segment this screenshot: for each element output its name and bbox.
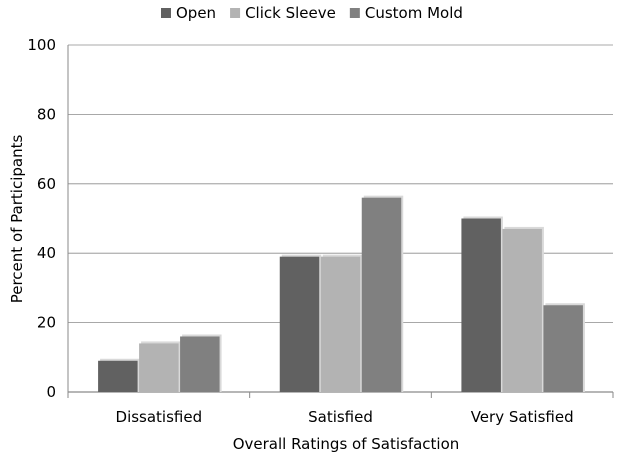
x-tick-labels: Dissatisfied Satisfied Very Satisfied [116,408,574,426]
bar [180,336,220,392]
bar [361,197,402,392]
x-axis-title: Overall Ratings of Satisfaction [233,435,460,453]
x-axis [67,392,614,398]
x-tick-label: Very Satisfied [471,408,574,426]
legend-label: Click Sleeve [245,4,336,22]
y-tick-label: 0 [46,383,56,401]
bar [98,360,138,392]
legend-label: Custom Mold [365,4,463,22]
y-tick-label: 60 [37,175,56,193]
y-tick-label: 80 [37,105,56,123]
y-tick-labels: 0 20 40 60 80 100 [27,36,56,401]
legend-swatch [230,8,241,18]
legend-swatch [161,8,171,18]
bar [502,228,542,392]
x-tick-label: Satisfied [308,408,373,426]
y-tick-label: 20 [37,314,56,332]
y-axis-title: Percent of Participants [8,135,26,304]
legend: Open Click Sleeve Custom Mold [161,4,463,22]
bar [461,218,501,392]
bar [279,256,320,392]
legend-label: Open [176,4,216,22]
x-tick-label: Dissatisfied [116,408,203,426]
y-tick-label: 100 [27,36,56,54]
legend-swatch [349,8,360,18]
bars [98,195,585,392]
y-tick-label: 40 [37,244,56,262]
bar [139,343,179,392]
bar [543,305,583,392]
bar [320,256,361,392]
